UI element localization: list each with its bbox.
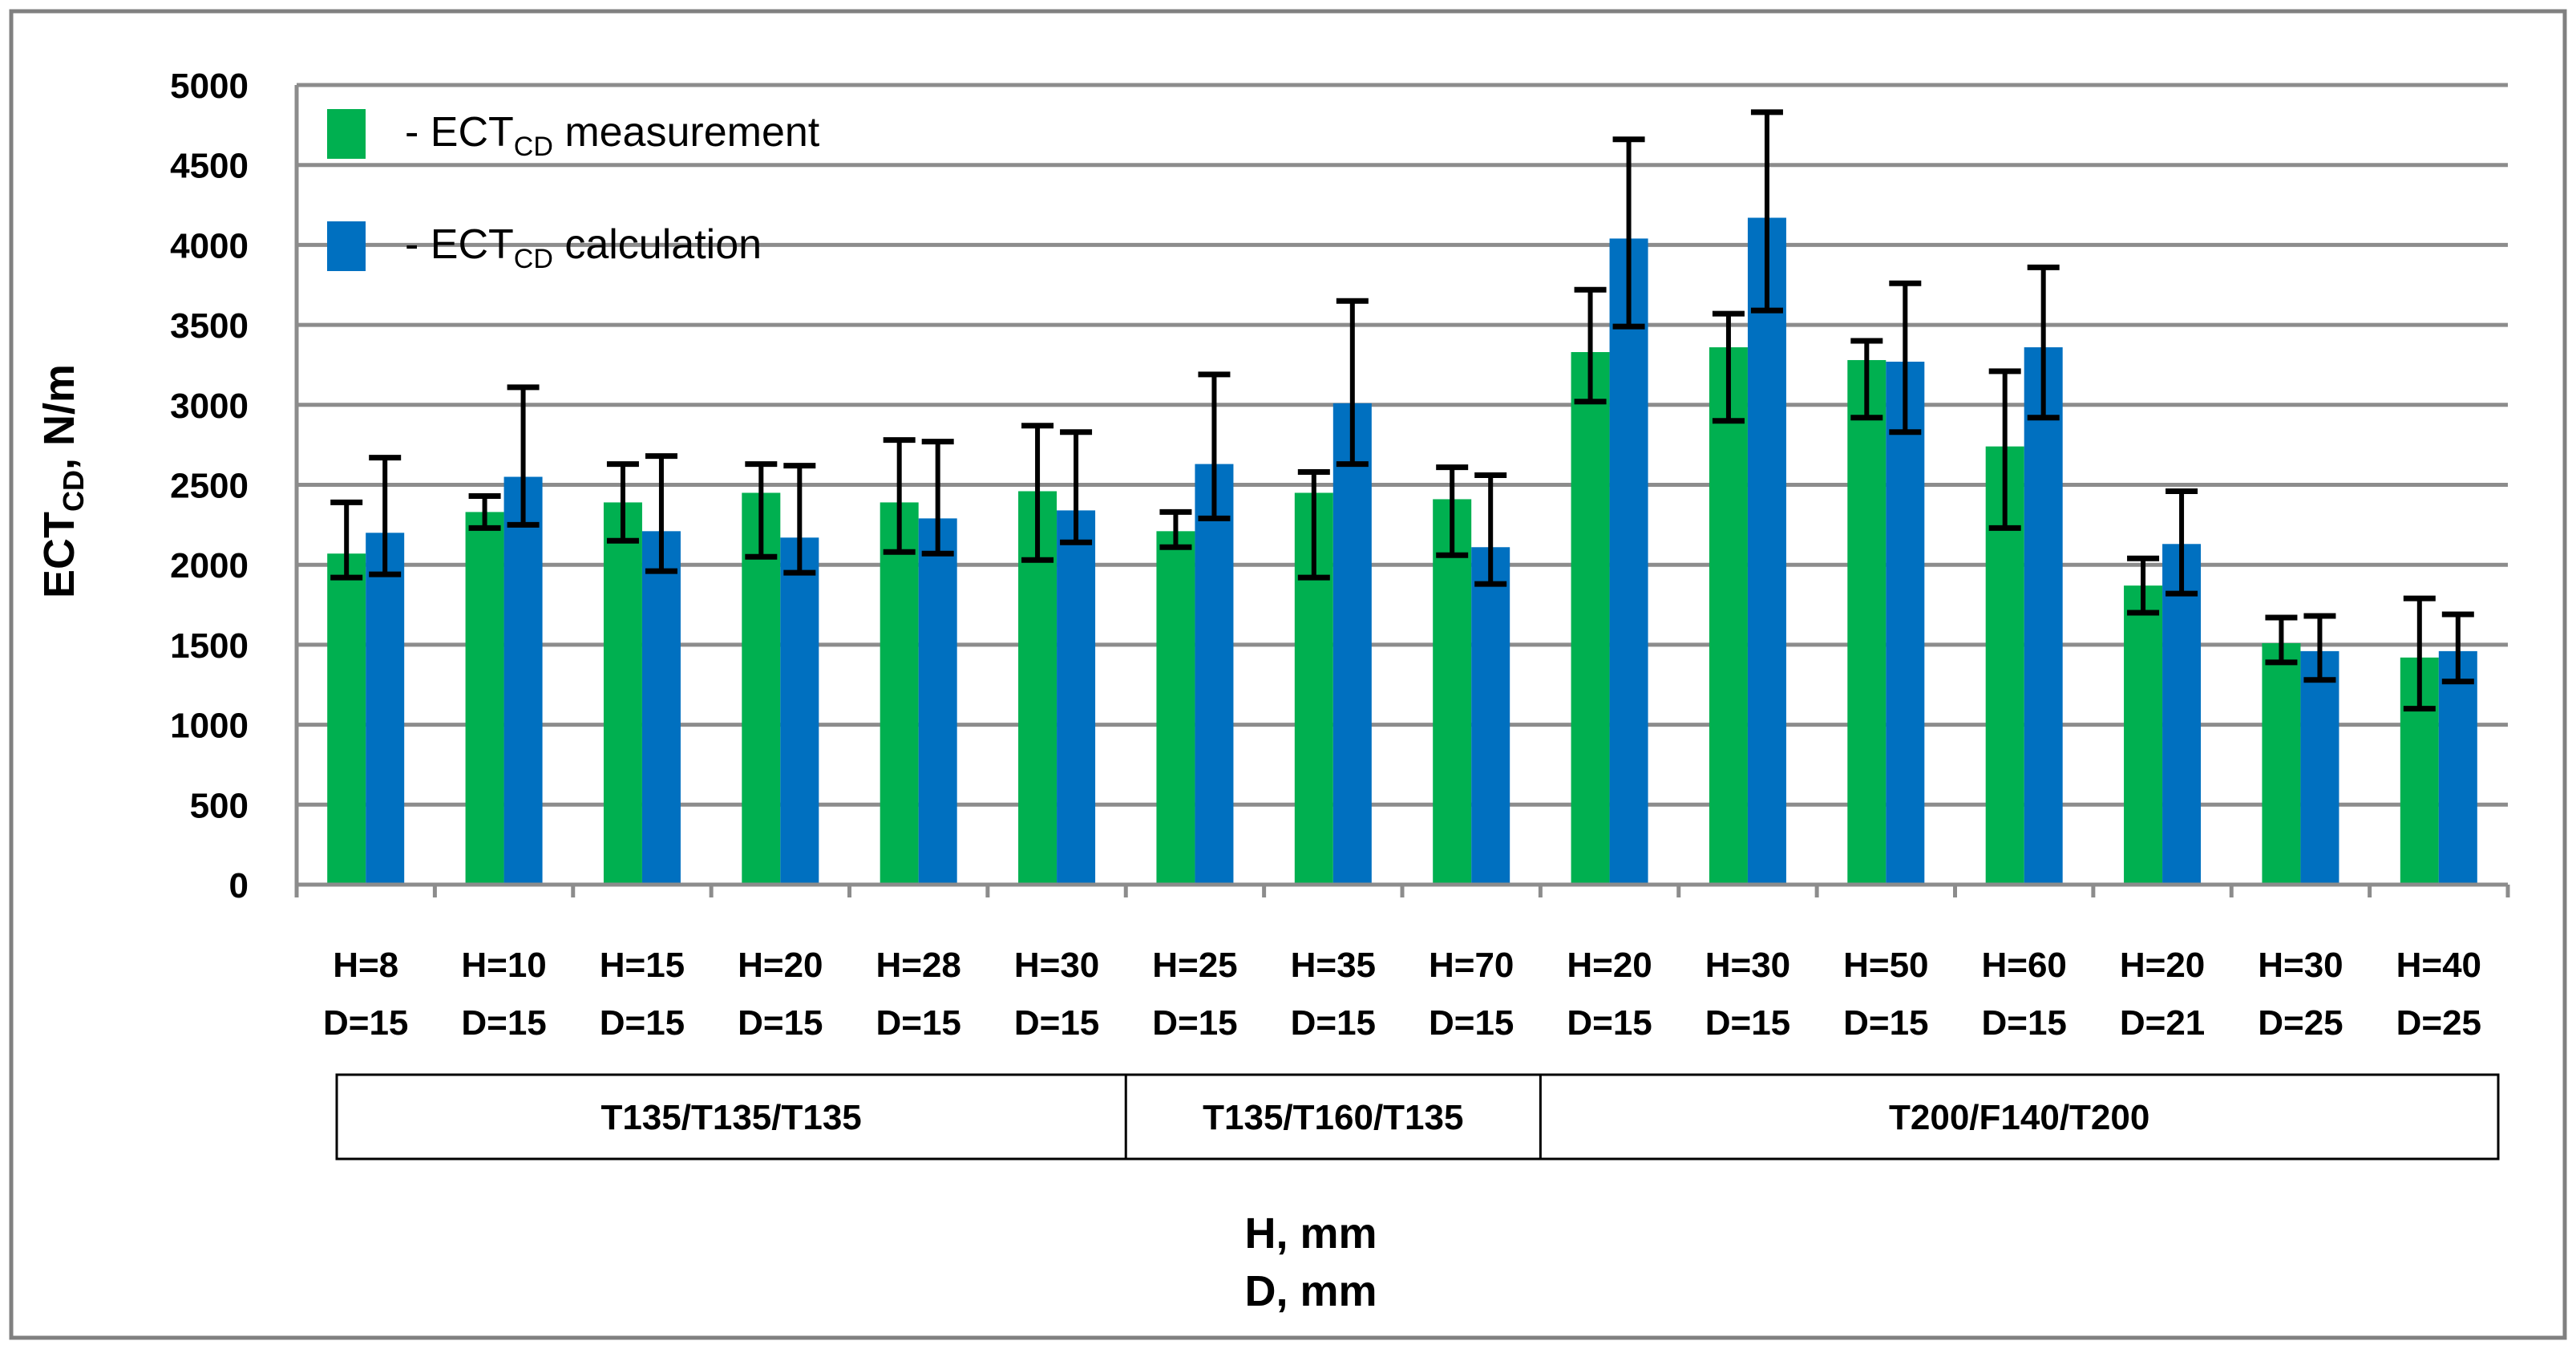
group-label: T135/T135/T135: [601, 1098, 861, 1137]
x-category-label-h: H=60: [1981, 946, 2066, 985]
x-category-label-h: H=28: [876, 946, 960, 985]
bar-calculation: [2438, 650, 2477, 885]
bar-calculation: [2162, 544, 2202, 885]
x-axis-title-d: D, mm: [1244, 1267, 1377, 1315]
x-axis-title-h: H, mm: [1244, 1209, 1377, 1258]
bar-measurement: [1433, 499, 1472, 885]
x-category-label-d: D=25: [2396, 1003, 2481, 1043]
x-category-label-h: H=30: [2258, 946, 2343, 985]
bar-calculation: [1332, 403, 1372, 885]
x-category-label-d: D=15: [1981, 1003, 2066, 1043]
legend-label-calculation: - ECTCD calculation: [405, 221, 762, 274]
x-category-label-h: H=20: [2120, 946, 2205, 985]
x-category-label-d: D=15: [876, 1003, 960, 1043]
y-tick-label: 3000: [170, 387, 249, 426]
bar-measurement: [2124, 585, 2163, 885]
y-tick-label: 4500: [170, 147, 249, 186]
x-category-label-h: H=35: [1291, 946, 1376, 985]
bar-calculation: [1747, 217, 1786, 885]
x-category-label-h: H=20: [1567, 946, 1652, 985]
x-category-label-d: D=15: [1705, 1003, 1790, 1043]
bar-measurement: [1156, 531, 1195, 885]
x-category-label-h: H=10: [461, 946, 546, 985]
x-category-label-h: H=20: [738, 946, 823, 985]
y-axis-title: ECTCD, N/m: [35, 364, 90, 598]
bar-measurement: [327, 553, 366, 885]
bar-calculation: [1471, 547, 1510, 885]
x-category-label-d: D=15: [1152, 1003, 1237, 1043]
y-tick-label: 0: [229, 866, 249, 905]
chart-border: [9, 9, 2567, 1340]
bar-measurement: [465, 512, 504, 885]
x-category-label-h: H=50: [1843, 946, 1928, 985]
x-category-label-h: H=25: [1152, 946, 1237, 985]
x-category-label-h: H=8: [333, 946, 398, 985]
x-category-label-d: D=15: [1291, 1003, 1376, 1043]
x-category-label-d: D=15: [1014, 1003, 1099, 1043]
x-category-label-d: D=15: [323, 1003, 408, 1043]
y-tick-label: 4000: [170, 226, 249, 265]
x-category-label-d: D=15: [1429, 1003, 1514, 1043]
x-category-label-h: H=30: [1705, 946, 1790, 985]
bar-calculation: [641, 531, 681, 885]
y-tick-label: 1500: [170, 626, 249, 666]
x-category-label-h: H=15: [600, 946, 685, 985]
bar-calculation: [2024, 347, 2063, 885]
bar-measurement: [2262, 642, 2301, 885]
group-box: [335, 1073, 2500, 1161]
legend-swatch-measurement: [327, 109, 366, 159]
group-label: T135/T160/T135: [1203, 1098, 1463, 1137]
y-tick-label: 2000: [170, 546, 249, 585]
x-category-label-d: D=15: [600, 1003, 685, 1043]
bar-calculation: [2300, 650, 2339, 885]
bar-calculation: [503, 476, 543, 885]
x-category-label-d: D=15: [1567, 1003, 1652, 1043]
bar-calculation: [1057, 510, 1096, 885]
legend-label-measurement: - ECTCD measurement: [405, 109, 820, 162]
bar-calculation: [1195, 464, 1234, 885]
x-category-label-d: D=15: [1843, 1003, 1928, 1043]
bar-measurement: [603, 502, 642, 885]
bar-calculation: [1886, 361, 1925, 885]
bar-measurement: [1847, 359, 1887, 885]
bar-calculation: [780, 537, 819, 885]
x-category-label-h: H=30: [1014, 946, 1099, 985]
y-tick-label: 2500: [170, 467, 249, 506]
group-label: T200/F140/T200: [1889, 1098, 2149, 1137]
bar-measurement: [1709, 347, 1748, 885]
y-tick-label: 3500: [170, 306, 249, 346]
bar-calculation: [918, 518, 957, 885]
bar-measurement: [880, 502, 919, 885]
x-category-label-h: H=70: [1429, 946, 1514, 985]
y-tick-label: 1000: [170, 707, 249, 746]
x-category-label-d: D=21: [2120, 1003, 2205, 1043]
x-category-label-h: H=40: [2396, 946, 2481, 985]
x-category-label-d: D=15: [461, 1003, 546, 1043]
bar-calculation: [366, 533, 405, 885]
x-category-label-d: D=15: [738, 1003, 823, 1043]
bar-measurement: [1571, 351, 1610, 885]
y-tick-label: 5000: [170, 67, 249, 106]
x-category-label-d: D=25: [2258, 1003, 2343, 1043]
y-tick-label: 500: [190, 786, 249, 825]
legend-swatch-calculation: [327, 221, 366, 271]
bar-calculation: [1609, 238, 1648, 885]
